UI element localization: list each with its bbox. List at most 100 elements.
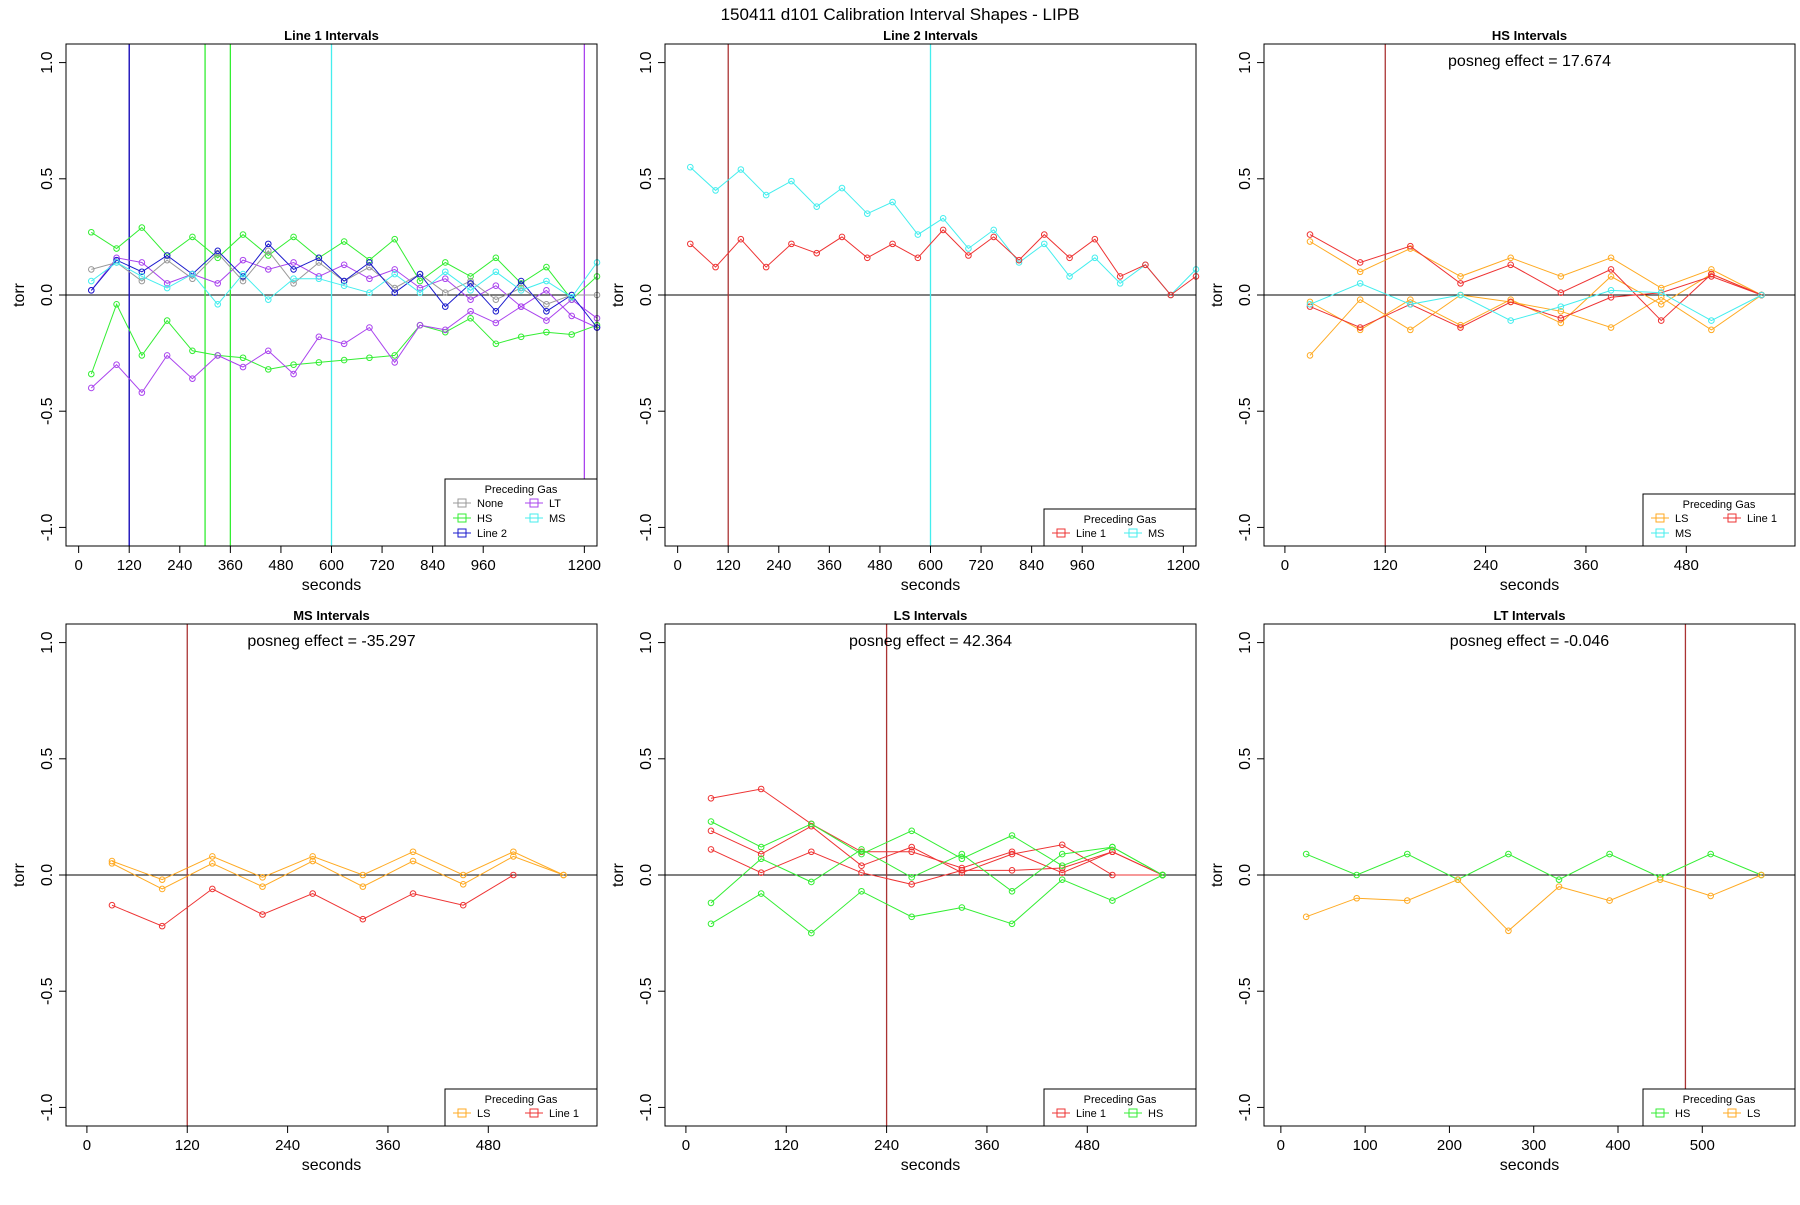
chart-title: MS Intervals [293,608,370,623]
data-point [1557,289,1565,296]
data-point [1657,289,1665,296]
data-point [340,356,348,364]
legend-entry-ms: MS [1675,528,1692,540]
y-tick-label: 1.0 [39,631,56,653]
chart-panel-6: LT Intervals -1.0 -0.5 0.0 0.5 1.0 0 100 200 300 4… [1209,608,1796,1174]
x-tick-label: 1200 [568,557,601,574]
data-point [958,867,966,874]
data-point [441,259,449,266]
posneg-annotation: posneg effect = -0.046 [1450,633,1609,650]
data-point [1407,296,1414,303]
data-point [1656,876,1664,883]
data-point [908,843,915,851]
x-tick-label: 600 [918,557,943,574]
data-point [1507,298,1514,306]
data-point [492,319,500,327]
x-tick-label: 120 [1373,557,1398,574]
data-point [1066,254,1073,262]
y-tick-label: -1.0 [638,1094,655,1122]
data-point [359,871,367,879]
legend-swatch-marker [529,498,539,508]
data-point [1507,261,1514,269]
data-point [560,871,567,879]
data-point [492,307,500,315]
data-point [87,384,95,392]
data-point [1407,326,1414,334]
series-line-line-1 [710,825,1163,876]
data-point [543,287,550,294]
y-tick-label: 1.0 [39,51,56,73]
data-point [1557,314,1565,322]
x-axis-label: seconds [302,577,362,594]
data-point [359,883,367,890]
data-point [1607,287,1615,294]
data-point [517,303,525,310]
series-line-line-1 [689,229,1197,296]
data-point [1606,897,1613,904]
data-point [517,287,525,294]
data-point [416,284,424,292]
data-point [391,270,399,278]
legend-entry-line-1: Line 1 [549,1108,579,1120]
data-point [209,853,216,860]
data-point [737,166,745,173]
data-point [315,273,323,280]
legend: Preceding Gas Line 1 MS [1043,508,1197,547]
legend: Preceding Gas LS Line 1 [444,1088,598,1127]
data-point [290,361,297,369]
data-point [492,296,500,303]
x-tick-label: 120 [716,557,741,574]
legend: Preceding Gas LS MS Line 1 [1642,493,1796,547]
data-point [492,268,500,276]
data-point [686,240,694,248]
posneg-annotation: posneg effect = 42.364 [849,633,1012,650]
data-point [757,869,765,876]
data-point [492,254,500,262]
y-tick-label: -0.5 [39,397,56,425]
data-point [1356,296,1364,303]
data-point [1657,284,1665,292]
x-tick-label: 0 [74,557,82,574]
data-point [87,277,95,285]
data-point [315,275,323,283]
y-tick-label: 0.0 [1237,864,1254,886]
data-point [163,352,171,359]
data-point [264,252,272,259]
data-point [813,249,821,257]
data-point [1507,317,1514,324]
data-point [889,198,896,206]
data-point [712,187,719,194]
data-point [209,860,216,867]
data-point [858,846,865,853]
data-point [467,296,474,303]
x-tick-label: 0 [83,1137,91,1154]
legend-entry-line-2: Line 2 [477,528,507,540]
y-tick-label: -1.0 [39,1094,56,1122]
data-point [510,853,517,860]
data-point [990,233,998,241]
legend-entry-hs: HS [1148,1108,1163,1120]
data-point [762,263,770,271]
data-point [1555,876,1563,883]
series-line-line-1 [111,874,514,927]
data-point [757,855,765,863]
legend-swatch-marker [1056,528,1066,538]
data-point [138,268,146,276]
data-point [1356,280,1364,287]
data-point [113,300,120,308]
data-point [568,312,576,320]
data-point [416,270,424,278]
data-point [1116,280,1124,287]
data-point [737,235,745,243]
y-axis-label: torr [11,862,28,887]
legend-title: Preceding Gas [1084,1094,1157,1106]
y-tick-label: 1.0 [638,51,655,73]
series-line-ms [1309,282,1762,322]
x-tick-label: 480 [1674,557,1699,574]
legend-swatch-marker [457,498,467,508]
series-line-line-1 [1309,275,1762,329]
y-axis-label: torr [610,282,627,307]
x-tick-label: 120 [117,557,142,574]
data-point [492,282,500,290]
